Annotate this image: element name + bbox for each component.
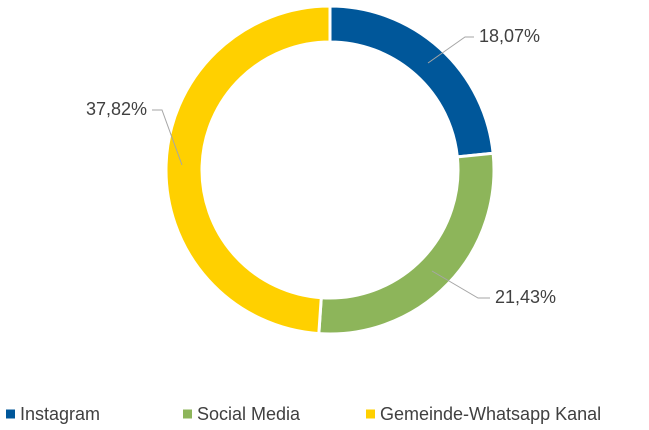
data-label: 18,07% — [479, 26, 540, 46]
legend-label: Instagram — [20, 404, 100, 424]
donut-segment — [317, 151, 496, 336]
legend-swatch — [183, 409, 192, 419]
data-label: 37,82% — [86, 99, 147, 119]
legend-label: Gemeinde-Whatsapp Kanal — [380, 404, 601, 424]
leader-line — [427, 36, 474, 64]
legend-swatch — [6, 409, 15, 419]
donut-segment — [328, 4, 495, 159]
legend-label: Social Media — [197, 404, 301, 424]
data-label: 21,43% — [495, 287, 556, 307]
leader-line — [152, 109, 183, 166]
legend-swatch — [366, 409, 375, 419]
donut-segment — [164, 4, 332, 336]
leader-line — [431, 270, 490, 299]
